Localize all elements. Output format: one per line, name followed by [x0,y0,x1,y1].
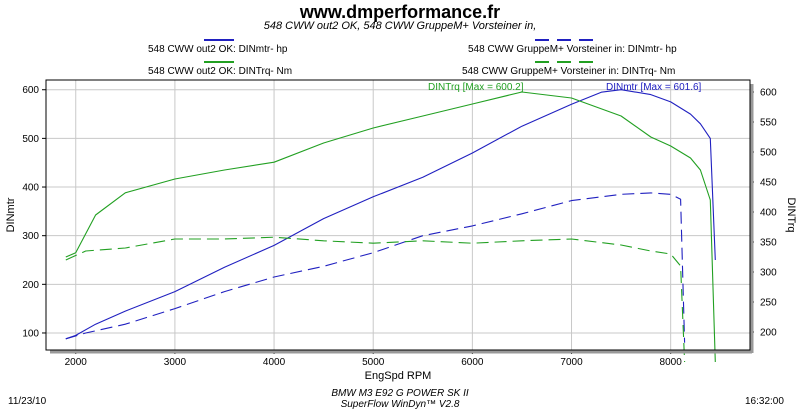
legend-label-gruppem-dinmtr: 548 CWW GruppeM+ Vorsteiner in: DINmtr- … [468,44,677,55]
footer-time: 16:32:00 [745,396,784,407]
series-line-0 [65,192,686,343]
y-left-tick-label: 300 [22,231,39,242]
x-tick-label: 5000 [362,357,385,368]
site-title: www.dmperformance.fr [299,2,501,22]
footer-software: SuperFlow WinDyn™ V2.8 [340,399,460,410]
y-axis-title-right: DINTrq [785,197,797,232]
y-axis-title-left: DINmtr [5,197,17,232]
y-right-tick-label: 350 [760,238,777,249]
y-right-tick-label: 300 [760,268,777,279]
y-right-tick-label: 550 [760,118,777,129]
footer-vehicle: BMW M3 E92 G POWER SK II [331,388,469,399]
x-tick-label: 7000 [560,357,583,368]
x-axis-title: EngSpd RPM [365,370,432,382]
y-right-tick-label: 200 [760,328,777,339]
x-tick-label: 6000 [461,357,484,368]
legend-label-out2-dinmtr: 548 CWW out2 OK: DINmtr- hp [148,44,288,55]
y-left-tick-label: 100 [22,328,39,339]
y-left-tick-label: 500 [22,134,39,145]
series-line-1 [65,89,716,340]
x-tick-label: 4000 [263,357,286,368]
y-right-tick-label: 600 [760,88,777,99]
y-right-tick-label: 400 [760,208,777,219]
footer-date: 11/23/10 [8,396,47,407]
annotation-dinmtr-max: DINmtr [Max = 601.6] [606,82,702,93]
y-left-tick-label: 400 [22,183,39,194]
chart-subtitle: 548 CWW out2 OK, 548 CWW GruppeM+ Vorste… [263,20,537,32]
x-tick-label: 3000 [164,357,187,368]
y-left-tick-label: 200 [22,280,39,291]
legend-label-gruppem-dintrq: 548 CWW GruppeM+ Vorsteiner in: DINTrq- … [462,66,676,77]
y-right-tick-label: 250 [760,298,777,309]
x-tick-label: 2000 [65,357,88,368]
x-tick-label: 8000 [660,357,683,368]
plot-frame [45,79,751,351]
legend-label-out2-dintrq: 548 CWW out2 OK: DINTrq- Nm [148,66,293,77]
series-line-3 [65,91,716,363]
series-line-2 [65,236,686,363]
y-right-tick-label: 450 [760,178,777,189]
annotation-dintrq-max: DINTrq [Max = 600.2] [428,82,524,93]
y-left-tick-label: 600 [22,85,39,96]
y-right-tick-label: 500 [760,148,777,159]
